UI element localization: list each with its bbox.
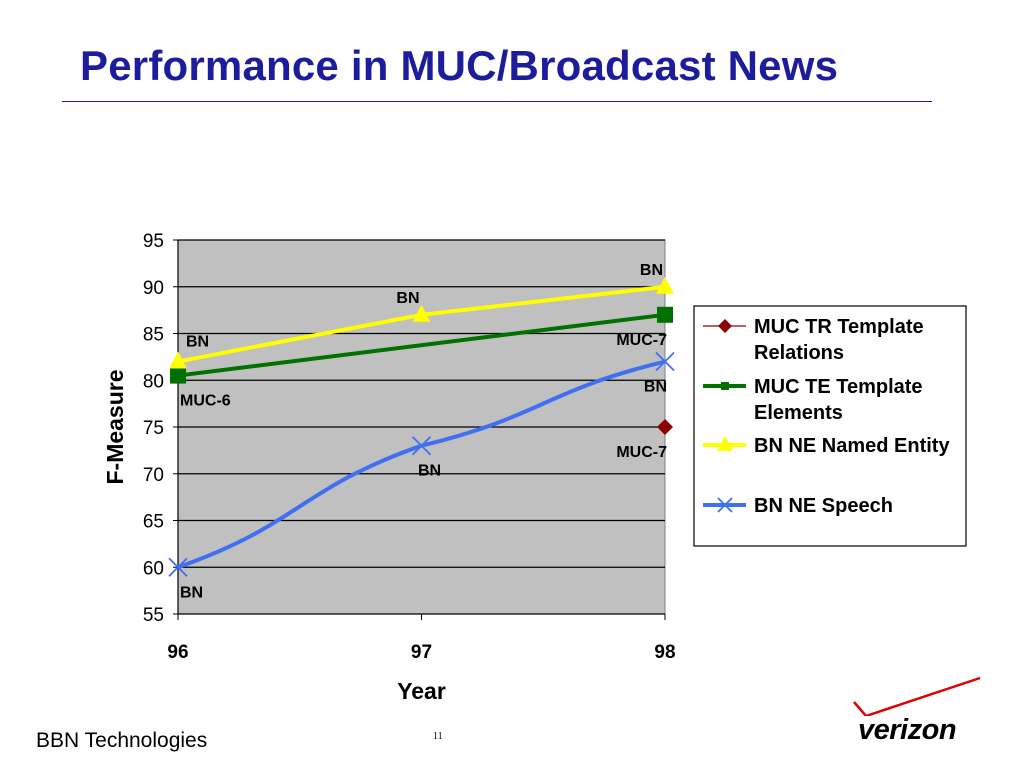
verizon-check-mark-icon — [853, 676, 981, 718]
legend-label-line: BN NE Speech — [754, 495, 893, 517]
series-2 — [170, 306, 673, 384]
data-label: BN — [640, 262, 663, 279]
legend-label: MUC TE Template Elements — [754, 376, 923, 424]
x-marker — [168, 557, 188, 577]
data-label: BN — [644, 379, 667, 396]
verizon-logo: verizon — [848, 676, 988, 756]
x-marker — [411, 436, 432, 456]
triangle-marker — [717, 436, 733, 451]
title-divider — [62, 101, 932, 102]
gridlines — [178, 239, 665, 568]
y-tick-label: 75 — [143, 418, 164, 439]
axes: 55 60 65 70 75 80 85 90 95 96 97 98 — [143, 231, 676, 663]
y-tick-label: 80 — [143, 371, 164, 392]
y-tick-label: 70 — [143, 465, 164, 486]
y-axis-title: F-Measure — [102, 369, 128, 484]
slide-title: Performance in MUC/Broadcast News — [80, 42, 839, 89]
y-tick-label: 65 — [143, 512, 164, 533]
legend-label-line: BN NE Named Entity — [754, 435, 950, 457]
x-marker — [717, 497, 733, 513]
y-tick-label: 55 — [143, 605, 164, 626]
data-label: BN — [186, 334, 209, 351]
square-marker — [721, 382, 729, 390]
legend-label-line: MUC TR Template — [754, 316, 924, 338]
series-3 — [169, 276, 674, 369]
triangle-marker — [412, 304, 431, 322]
y-tick-label: 90 — [143, 278, 164, 299]
legend-item: MUC TR Template Relations — [703, 316, 924, 364]
legend-label-line: Elements — [754, 402, 843, 424]
legend-label-line: MUC TE Template — [754, 376, 923, 398]
data-label: MUC-7 — [616, 332, 667, 349]
series-4 — [168, 351, 675, 577]
legend-item: MUC TE Template Elements — [703, 376, 923, 424]
x-axis-title: Year — [397, 678, 446, 704]
data-label: MUC-7 — [616, 444, 667, 461]
page-number: 11 — [433, 731, 443, 742]
footer-organization: BBN Technologies — [36, 729, 208, 752]
square-marker — [657, 306, 673, 323]
triangle-marker — [656, 276, 674, 294]
series-1 — [657, 419, 673, 435]
series-layer — [168, 276, 675, 577]
legend-item: BN NE Named Entity — [703, 435, 950, 457]
legend-label: MUC TR Template Relations — [754, 316, 924, 364]
verizon-wordmark: verizon — [858, 714, 957, 746]
legend: MUC TR Template Relations MUC TE Template E… — [693, 305, 967, 547]
y-tick-label: 85 — [143, 325, 164, 346]
annotation-layer: BN MUC-6 BN BN BN BN MUC-7 BN MUC-7 — [180, 262, 667, 602]
square-marker — [170, 367, 186, 384]
x-tick-label: 97 — [411, 642, 432, 663]
y-tick-label: 95 — [143, 231, 164, 252]
diamond-marker — [657, 419, 673, 435]
legend-label-line: Relations — [754, 342, 844, 364]
legend-item: BN NE Speech — [703, 495, 893, 517]
diamond-marker — [718, 319, 732, 333]
data-label: BN — [418, 463, 441, 480]
y-tick-label: 60 — [143, 558, 164, 579]
x-marker — [655, 351, 675, 372]
triangle-marker — [169, 351, 187, 369]
series-line — [177, 312, 666, 378]
legend-label: BN NE Speech — [754, 495, 893, 517]
data-label: BN — [180, 584, 203, 601]
x-tick-label: 98 — [654, 642, 675, 663]
x-tick-label: 96 — [167, 642, 188, 663]
legend-label: BN NE Named Entity — [754, 435, 950, 457]
data-label: MUC-6 — [180, 393, 231, 410]
data-label: BN — [396, 290, 419, 307]
